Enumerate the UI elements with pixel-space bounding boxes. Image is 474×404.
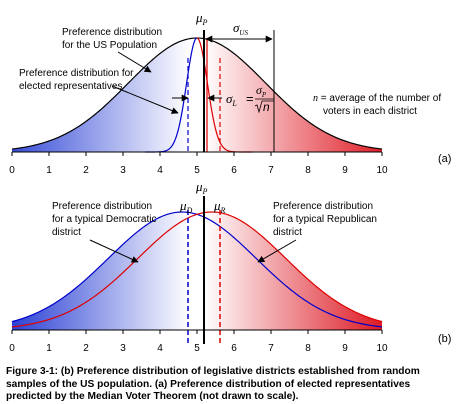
sigma-l-label: σL xyxy=(226,91,237,108)
dem-district-label: Preference distribution for a typical De… xyxy=(52,201,159,238)
axis-tick-label: 6 xyxy=(231,165,237,176)
us-population-label: Preference distribution for the US Popul… xyxy=(62,27,165,51)
caption-line: samples of the US population. (a) Prefer… xyxy=(6,378,411,390)
sigma-l-denominator: n xyxy=(263,100,270,114)
rep-district-pointer xyxy=(257,239,297,263)
axis-tick-label: 3 xyxy=(120,343,126,354)
axis-tick-label: 5 xyxy=(194,165,200,176)
panel-b: 0 1 2 3 4 5 6 7 8 9 10 μP μD μR Preference distrib… xyxy=(9,179,451,354)
axis-tick-label: 1 xyxy=(46,165,52,176)
axis-tick-label: 3 xyxy=(120,165,126,176)
axis-tick-label: 8 xyxy=(305,165,311,176)
axis-tick-label: 0 xyxy=(9,343,15,354)
n-definition: n = average of the number of voters in e… xyxy=(313,93,444,117)
sigma-l-numerator: σP xyxy=(256,83,267,99)
figure-caption: Figure 3-1: (b) Preference distribution … xyxy=(6,366,468,404)
axis-tick-label: 5 xyxy=(194,343,200,354)
sqrt-icon xyxy=(254,100,274,114)
sigma-l-equals: = xyxy=(246,91,254,106)
rep-district-label: Preference distribution for a typical Re… xyxy=(273,201,380,238)
axis-tick-label: 2 xyxy=(83,343,89,354)
us-population-pointer xyxy=(117,51,152,73)
dem-district-pointer xyxy=(89,239,139,263)
axis-tick-label: 8 xyxy=(305,343,311,354)
mu-r-label: μR xyxy=(213,198,226,215)
axis-tick-label: 9 xyxy=(342,165,348,176)
sigma-us-label: σUS xyxy=(233,20,248,37)
axis-tick-label: 7 xyxy=(268,165,274,176)
panel-a-label: (a) xyxy=(438,153,451,165)
mu-p-label-a: μP xyxy=(195,10,208,27)
axis-tick-label: 10 xyxy=(376,165,388,176)
axis-b-ticks: 0 1 2 3 4 5 6 7 8 9 10 xyxy=(9,330,388,354)
axis-tick-label: 6 xyxy=(231,343,237,354)
axis-tick-label: 9 xyxy=(342,343,348,354)
axis-tick-label: 10 xyxy=(376,343,388,354)
preference-distribution-figure: 0 1 2 3 4 5 6 7 8 9 10 μP σUS σL = σP n Preference… xyxy=(9,10,451,354)
axis-tick-label: 4 xyxy=(157,165,163,176)
caption-line: Figure 3-1: (b) Preference distribution … xyxy=(6,366,420,377)
us-population-fill xyxy=(12,38,382,152)
panel-b-label: (b) xyxy=(438,333,451,345)
caption-line: predicted by the Median Voter Theorem (n… xyxy=(6,391,299,403)
axis-a-ticks: 0 1 2 3 4 5 6 7 8 9 10 xyxy=(9,152,388,176)
elected-label: Preference distribution for elected repr… xyxy=(19,68,136,92)
axis-tick-label: 4 xyxy=(157,343,163,354)
district-fill xyxy=(12,212,382,330)
axis-tick-label: 0 xyxy=(9,165,15,176)
axis-tick-label: 2 xyxy=(83,165,89,176)
republican-district-curve xyxy=(11,211,383,328)
panel-a: 0 1 2 3 4 5 6 7 8 9 10 μP σUS σL = σP n Preference… xyxy=(9,10,451,176)
elected-pointer xyxy=(111,85,179,114)
mu-d-label: μD xyxy=(179,198,193,215)
axis-tick-label: 7 xyxy=(268,343,274,354)
axis-tick-label: 1 xyxy=(46,343,52,354)
mu-p-label-b: μP xyxy=(195,179,208,196)
